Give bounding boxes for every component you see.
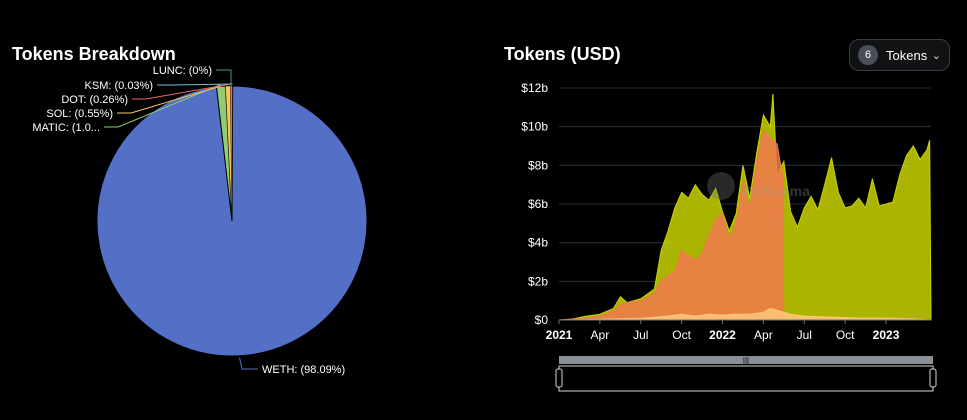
y-tick-label: $8b — [528, 158, 548, 172]
range-slider-right-handle[interactable] — [929, 368, 937, 388]
pie-slice-label: LUNC: (0%) — [153, 65, 212, 77]
pie-chart: WETH: (98.09%) MATIC: (1.0... SOL: (0.55%)… — [32, 65, 368, 376]
x-tick-label: 2021 — [546, 328, 573, 342]
range-slider-left-handle[interactable] — [555, 368, 563, 388]
tokens-button-label: Tokens — [886, 47, 928, 63]
pie-slice-label: SOL: (0.55%) — [46, 108, 113, 120]
range-slider-grip-icon[interactable]: ||| — [743, 356, 749, 365]
y-tick-label: $2b — [528, 274, 548, 288]
y-tick-label: $4b — [528, 236, 548, 250]
watermark-text: DefiLlama — [743, 183, 810, 199]
tokens-select-button[interactable]: 6 Tokens ⌄ — [849, 39, 950, 71]
area-series[interactable] — [558, 307, 932, 321]
x-tick-label: Oct — [836, 328, 855, 342]
area-chart-title: Tokens (USD) — [504, 44, 621, 64]
x-tick-label: Apr — [591, 328, 610, 342]
pie-slice-label: WETH: (98.09%) — [262, 364, 345, 376]
range-slider-window[interactable] — [558, 365, 934, 392]
pie-slice-label: DOT: (0.26%) — [61, 94, 128, 106]
x-tick-label: 2022 — [709, 328, 736, 342]
pie-slice[interactable] — [231, 85, 233, 222]
pie-label-line — [104, 83, 222, 128]
tokens-count-badge: 6 — [858, 45, 878, 65]
x-tick-label: Oct — [672, 328, 691, 342]
y-tick-label: $6b — [528, 197, 548, 211]
range-slider[interactable]: ||| — [555, 356, 937, 392]
y-tick-label: $12b — [521, 81, 548, 95]
x-tick-label: 2023 — [873, 328, 900, 342]
x-tick-label: Jul — [797, 328, 812, 342]
pie-label-line — [132, 83, 232, 100]
area-series[interactable] — [558, 129, 785, 321]
pie-label-line — [117, 83, 228, 114]
area-chart: ||| $0 $2b $4b $6b $8b $10b $12b DefiLlama 202… — [521, 81, 937, 392]
chevron-down-icon: ⌄ — [931, 49, 941, 62]
pie-label-line — [216, 69, 232, 86]
y-tick-label: $10b — [521, 120, 548, 134]
y-tick-label: $0 — [535, 313, 549, 327]
watermark: DefiLlama — [707, 172, 810, 200]
pie-label-line — [239, 357, 258, 370]
range-slider-bar[interactable] — [559, 356, 933, 364]
x-tick-label: Jul — [633, 328, 648, 342]
pie-label-line — [157, 83, 233, 86]
x-tick-label: Apr — [754, 328, 773, 342]
pie-slice-label: MATIC: (1.0... — [32, 122, 100, 134]
pie-chart-title: Tokens Breakdown — [12, 44, 176, 64]
pie-slice-label: KSM: (0.03%) — [85, 80, 153, 92]
